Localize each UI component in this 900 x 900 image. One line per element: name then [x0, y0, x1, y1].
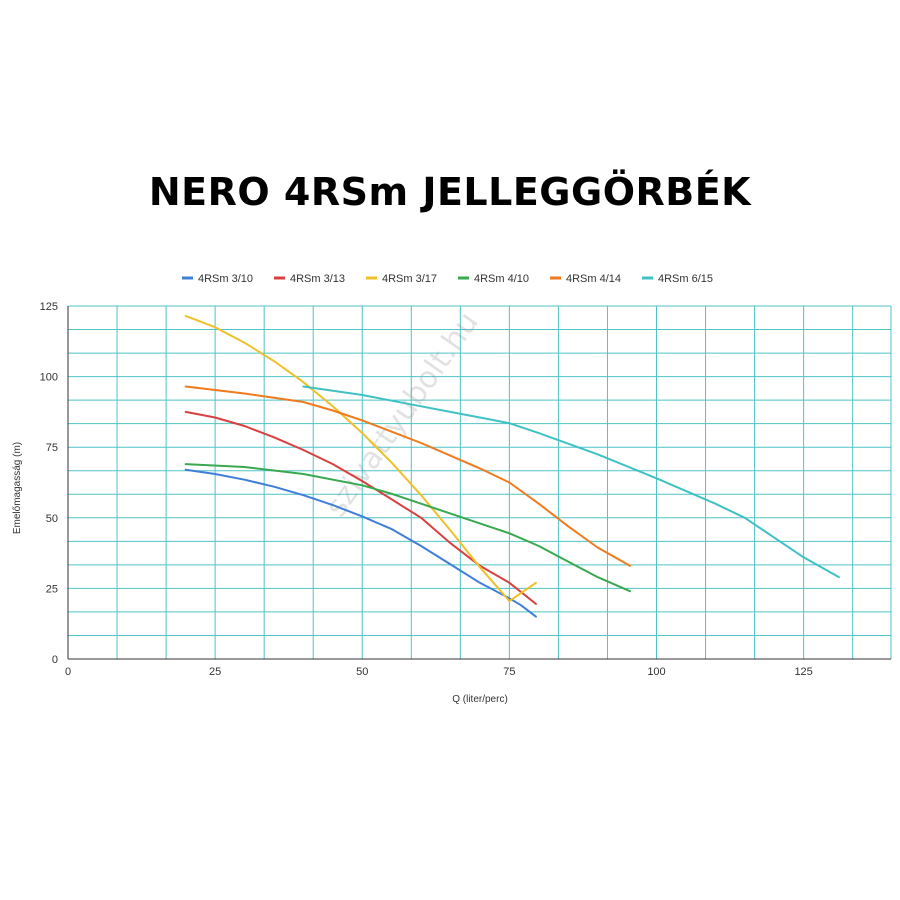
y-tick-label: 0	[52, 654, 58, 666]
y-tick-label: 75	[46, 442, 58, 454]
y-tick-label: 50	[46, 513, 58, 525]
x-axis-label: Q (liter/perc)	[452, 694, 508, 705]
legend-label: 4RSm 4/14	[566, 273, 621, 285]
legend-label: 4RSm 3/17	[382, 273, 437, 285]
x-tick-label: 75	[503, 666, 515, 678]
chart-ticks: 0 25 50 75 100 125 0 25 50 75 100 125	[40, 301, 813, 678]
x-tick-label: 100	[647, 666, 665, 678]
x-tick-label: 125	[794, 666, 812, 678]
x-tick-label: 25	[209, 666, 221, 678]
x-tick-label: 50	[356, 666, 368, 678]
chart-grid	[67, 305, 892, 660]
page-title: NERO 4RSm JELLEGGÖRBÉK	[148, 170, 752, 214]
legend-label: 4RSm 6/15	[658, 273, 713, 285]
y-axis-label: Emelőmagasság (m)	[12, 442, 23, 534]
series-line-4rsm-3-13	[184, 410, 537, 605]
series-line-4rsm-6-15	[302, 385, 840, 579]
y-tick-label: 125	[40, 301, 58, 313]
legend-label: 4RSm 4/10	[474, 273, 529, 285]
chart-series	[184, 314, 840, 618]
legend-label: 4RSm 3/13	[290, 273, 345, 285]
chart-legend: 4RSm 3/10 4RSm 3/13 4RSm 3/17 4RSm 4/10 4RSm…	[182, 273, 713, 285]
legend-label: 4RSm 3/10	[198, 273, 253, 285]
y-tick-label: 25	[46, 583, 58, 595]
series-line-4rsm-4-10	[184, 463, 631, 593]
y-tick-label: 100	[40, 372, 58, 384]
x-tick-label: 0	[65, 666, 71, 678]
series-line-4rsm-4-14	[184, 385, 631, 567]
series-line-4rsm-3-17	[184, 314, 537, 603]
chart-axes	[67, 306, 891, 660]
